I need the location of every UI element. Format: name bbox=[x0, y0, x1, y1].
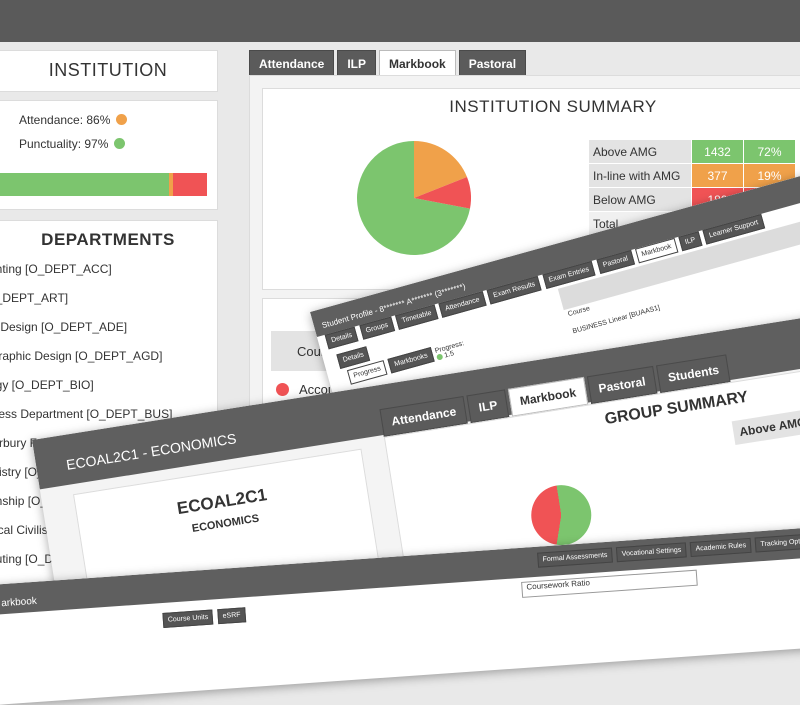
tab-attendance[interactable]: Attendance bbox=[249, 50, 335, 78]
institution-title: INSTITUTION bbox=[48, 60, 168, 80]
department-item[interactable]: o_DEPT_ART] bbox=[0, 291, 69, 305]
punctuality-status-dot bbox=[114, 138, 126, 149]
attendance-bar bbox=[0, 173, 207, 196]
progress-dot bbox=[436, 353, 444, 361]
tab-pastoral[interactable]: Pastoral bbox=[458, 50, 527, 78]
row-label: In-line with AMG bbox=[589, 164, 691, 187]
row-count: 1432 bbox=[692, 140, 743, 163]
subtab-markbooks[interactable]: Markbooks bbox=[387, 347, 435, 374]
summary-title: INSTITUTION SUMMARY bbox=[449, 97, 657, 116]
tab-ilp[interactable]: ILP bbox=[337, 50, 377, 78]
institution-title-panel: INSTITUTION bbox=[0, 50, 218, 92]
progress-value: 1.5 bbox=[443, 350, 455, 360]
group-header-title: ECOAL2C1 - ECONOMICS bbox=[65, 430, 238, 473]
punctuality-label: Punctuality: 97% bbox=[19, 137, 109, 151]
department-item[interactable]: ogy [O_DEPT_BIO] bbox=[0, 378, 94, 392]
department-item[interactable]: unting [O_DEPT_ACC] bbox=[0, 262, 112, 276]
attendance-bar-red bbox=[173, 173, 207, 196]
tab-markbook[interactable]: Markbook bbox=[379, 50, 456, 78]
institution-stats-panel: Attendance: 86% Punctuality: 97% bbox=[0, 100, 218, 210]
punctuality-stat: Punctuality: 97% bbox=[19, 137, 126, 151]
department-item[interactable]: enship [O_ bbox=[0, 494, 48, 508]
row-percent: 72% bbox=[744, 140, 795, 163]
pie-slice-below-amg bbox=[414, 177, 471, 209]
subtab-progress[interactable]: Progress bbox=[346, 360, 388, 385]
summary-row: Above AMG 1432 72% bbox=[589, 140, 795, 163]
department-item[interactable]: & Design [O_DEPT_ADE] bbox=[0, 320, 128, 334]
tab-esrf[interactable]: eSRF bbox=[217, 607, 247, 625]
tab-course-units[interactable]: Course Units bbox=[162, 609, 214, 629]
tab-tracking-option[interactable]: Tracking Option bbox=[755, 533, 800, 553]
department-item[interactable]: iness Department [O_DEPT_BUS] bbox=[0, 407, 173, 421]
markbook-bottom-tabs: Course Units eSRF bbox=[162, 603, 247, 629]
group-pie-partial bbox=[526, 480, 596, 550]
progress-block: Progress: 1.5 bbox=[434, 340, 467, 361]
attendance-status-dot bbox=[116, 114, 128, 125]
tab-groups[interactable]: Groups bbox=[359, 316, 395, 340]
summary-pie-chart bbox=[357, 141, 471, 255]
departments-title: DEPARTMENTS bbox=[41, 230, 175, 249]
status-dot-red bbox=[276, 382, 289, 396]
main-tabs: Attendance ILP Markbook Pastoral bbox=[249, 50, 527, 78]
department-item[interactable]: mistry [O_ bbox=[0, 465, 44, 479]
attendance-stat: Attendance: 86% bbox=[19, 113, 128, 127]
department-item[interactable]: puting [O_D bbox=[0, 552, 54, 566]
attendance-label: Attendance: 86% bbox=[19, 113, 111, 127]
pie-slice-in-line-with-amg bbox=[414, 141, 467, 198]
markbook-title: arkbook bbox=[0, 595, 38, 610]
summary-row: In-line with AMG 377 19% bbox=[589, 164, 795, 187]
attendance-bar-green bbox=[0, 173, 169, 196]
department-item[interactable]: sical Civilisa bbox=[0, 523, 55, 537]
department-item[interactable]: Graphic Design [O_DEPT_AGD] bbox=[0, 349, 163, 363]
tab-timetable[interactable]: Timetable bbox=[395, 304, 439, 330]
row-count: 377 bbox=[692, 164, 743, 187]
group-above-label: Above AMG bbox=[731, 408, 800, 446]
row-label: Above AMG bbox=[589, 140, 691, 163]
tab-ilp[interactable]: ILP bbox=[678, 231, 703, 252]
top-bar bbox=[0, 0, 800, 42]
pie-slice-above-amg bbox=[357, 141, 470, 255]
attendance-bar-orange bbox=[169, 173, 173, 196]
markbook-select-value: Coursework Ratio bbox=[526, 578, 591, 592]
row-label: Below AMG bbox=[589, 188, 691, 211]
